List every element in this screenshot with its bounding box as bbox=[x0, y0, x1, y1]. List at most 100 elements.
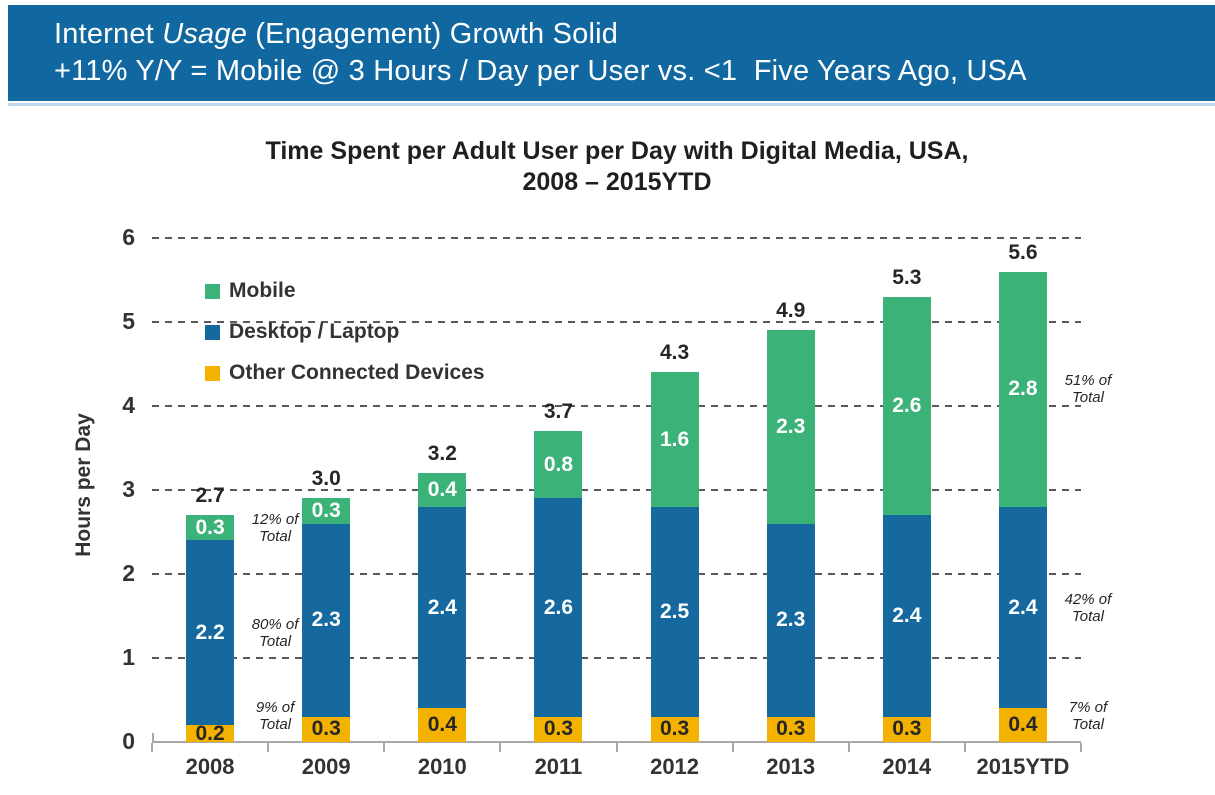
x-tick-label-2008: 2008 bbox=[185, 754, 235, 779]
bar-segment-2011-other-connected-devices: 0.3 bbox=[534, 716, 583, 742]
bar-2014: 2.6 2.4 0.3 bbox=[882, 296, 931, 742]
x-axis-tick-4 bbox=[615, 743, 618, 752]
chart-title-line1: Time Spent per Adult User per Day with D… bbox=[265, 137, 969, 165]
bar-segment-2008-desktop-laptop: 2.2 bbox=[186, 540, 235, 726]
x-axis-tick-0 bbox=[151, 743, 153, 752]
bar-value-label: 0.3 bbox=[659, 717, 690, 741]
bar-2008: 0.3 2.2 0.2 bbox=[186, 515, 235, 745]
x-tick-label-2013: 2013 bbox=[766, 754, 816, 779]
annotation-2008-2: 9% of Total bbox=[255, 699, 295, 733]
annotation-2015YTD-1: 42% of Total bbox=[1064, 590, 1112, 625]
bar-value-label: 2.2 bbox=[195, 620, 225, 644]
header-banner: Internet Usage (Engagement) Growth Solid… bbox=[8, 5, 1215, 101]
bar-value-label: 2.3 bbox=[776, 414, 806, 438]
bar-total-label-2010: 3.2 bbox=[427, 442, 457, 466]
banner-title-italic-word: Usage bbox=[162, 18, 248, 50]
annotation-2008-0: 12% of Total bbox=[251, 510, 299, 545]
bar-segment-2013-other-connected-devices: 0.3 bbox=[766, 716, 815, 742]
x-axis-tick-6 bbox=[847, 743, 850, 752]
x-tick-label-2010: 2010 bbox=[417, 754, 467, 779]
gridline-3 bbox=[152, 489, 1081, 491]
x-tick-label-2014: 2014 bbox=[882, 754, 932, 779]
banner-title-text: Internet bbox=[54, 18, 163, 50]
bar-segment-2012-desktop-laptop: 2.5 bbox=[650, 506, 699, 717]
bar-value-label: 0.3 bbox=[311, 498, 341, 522]
bar-value-label: 0.3 bbox=[543, 717, 574, 741]
bar-segment-2010-desktop-laptop: 2.4 bbox=[418, 506, 467, 709]
banner-title-text-after: (Engagement) Growth Solid bbox=[247, 18, 619, 50]
bar-segment-2014-mobile: 2.6 bbox=[882, 296, 931, 516]
annotation-2015YTD-0: 51% of Total bbox=[1064, 372, 1112, 407]
y-tick-label-3: 3 bbox=[122, 476, 135, 502]
y-tick-label-1: 1 bbox=[122, 644, 135, 670]
bar-value-label: 2.4 bbox=[427, 595, 457, 619]
legend-label: Mobile bbox=[229, 279, 296, 302]
y-tick-label-2: 2 bbox=[122, 560, 135, 586]
x-tick-label-2009: 2009 bbox=[301, 754, 351, 779]
y-tick-label-5: 5 bbox=[122, 308, 135, 334]
x-tick-label-2011: 2011 bbox=[534, 754, 583, 779]
bar-total-label-2015YTD: 5.6 bbox=[1008, 240, 1038, 264]
legend-swatch-icon bbox=[205, 283, 220, 299]
bar-value-label: 2.3 bbox=[311, 608, 341, 632]
bar-2015YTD: 2.8 2.4 0.4 bbox=[998, 271, 1047, 742]
bar-segment-2014-other-connected-devices: 0.3 bbox=[882, 716, 931, 742]
bar-value-label: 2.6 bbox=[892, 393, 922, 417]
bar-value-label: 0.3 bbox=[195, 515, 225, 539]
bar-total-label-2009: 3.0 bbox=[311, 467, 341, 491]
legend-item-desktop-laptop: Desktop / Laptop bbox=[205, 320, 399, 344]
y-tick-label-6: 6 bbox=[122, 224, 135, 250]
gridline-6 bbox=[152, 237, 1081, 239]
bar-total-label-2012: 4.3 bbox=[659, 341, 690, 365]
x-tick-label-2012: 2012 bbox=[650, 754, 700, 779]
bar-segment-2012-mobile: 1.6 bbox=[650, 372, 699, 507]
bar-segment-2008-other-connected-devices: 0.2 bbox=[186, 722, 235, 745]
banner-underline-rule bbox=[8, 103, 1215, 106]
banner-subtitle-line2: +11% Y/Y = Mobile @ 3 Hours / Day per Us… bbox=[54, 55, 1027, 87]
bar-segment-2015YTD-mobile: 2.8 bbox=[998, 271, 1047, 507]
bar-value-label: 0.4 bbox=[427, 713, 457, 737]
x-axis-tick-8 bbox=[1080, 743, 1082, 752]
y-tick-label-4: 4 bbox=[122, 392, 135, 418]
legend-item-other-connected-devices: Other Connected Devices bbox=[205, 361, 485, 385]
legend-swatch-icon bbox=[205, 365, 220, 381]
bar-segment-2011-mobile: 0.8 bbox=[534, 431, 583, 499]
bar-total-label-2013: 4.9 bbox=[776, 299, 806, 323]
bar-total-label-2011: 3.7 bbox=[543, 400, 574, 424]
bar-value-label: 0.2 bbox=[195, 721, 225, 745]
legend-swatch-icon bbox=[205, 324, 220, 340]
x-axis-tick-1 bbox=[267, 743, 270, 752]
bar-segment-2009-other-connected-devices: 0.3 bbox=[302, 716, 351, 742]
bar-2010: 0.4 2.4 0.4 bbox=[418, 473, 467, 742]
bar-value-label: 2.4 bbox=[892, 603, 922, 627]
bar-value-label: 2.6 bbox=[543, 595, 574, 619]
bar-total-label-2014: 5.3 bbox=[892, 265, 922, 289]
legend-label: Other Connected Devices bbox=[229, 361, 485, 384]
bar-value-label: 0.3 bbox=[892, 717, 922, 741]
bar-segment-2009-mobile: 0.3 bbox=[302, 498, 351, 524]
x-axis-tick-7 bbox=[963, 743, 966, 752]
legend-label: Desktop / Laptop bbox=[229, 320, 400, 343]
bar-value-label: 2.4 bbox=[1008, 595, 1038, 619]
bar-segment-2010-other-connected-devices: 0.4 bbox=[418, 708, 467, 742]
bar-segment-2013-mobile: 2.3 bbox=[766, 330, 815, 524]
bar-value-label: 0.3 bbox=[311, 717, 341, 741]
bar-value-label: 0.8 bbox=[543, 452, 574, 476]
gridline-4 bbox=[152, 405, 1081, 407]
bar-segment-2010-mobile: 0.4 bbox=[418, 473, 467, 507]
bar-value-label: 0.4 bbox=[1008, 713, 1038, 737]
bar-2009: 0.3 2.3 0.3 bbox=[302, 498, 351, 742]
legend-item-mobile: Mobile bbox=[205, 279, 296, 303]
banner-title-line1: Internet Usage (Engagement) Growth Solid bbox=[8, 5, 1215, 53]
bar-segment-2009-desktop-laptop: 2.3 bbox=[302, 523, 351, 717]
gridline-1 bbox=[152, 657, 1081, 659]
bar-segment-2011-desktop-laptop: 2.6 bbox=[534, 498, 583, 717]
bar-segment-2015YTD-other-connected-devices: 0.4 bbox=[998, 708, 1047, 742]
x-axis-tick-2 bbox=[383, 743, 386, 752]
bar-value-label: 0.3 bbox=[776, 717, 806, 741]
bar-segment-2014-desktop-laptop: 2.4 bbox=[882, 515, 931, 717]
bar-segment-2012-other-connected-devices: 0.3 bbox=[650, 716, 699, 742]
x-axis-tick-3 bbox=[499, 743, 502, 752]
bar-2011: 0.8 2.6 0.3 bbox=[534, 431, 583, 742]
bar-2013: 2.3 2.3 0.3 bbox=[766, 330, 815, 742]
